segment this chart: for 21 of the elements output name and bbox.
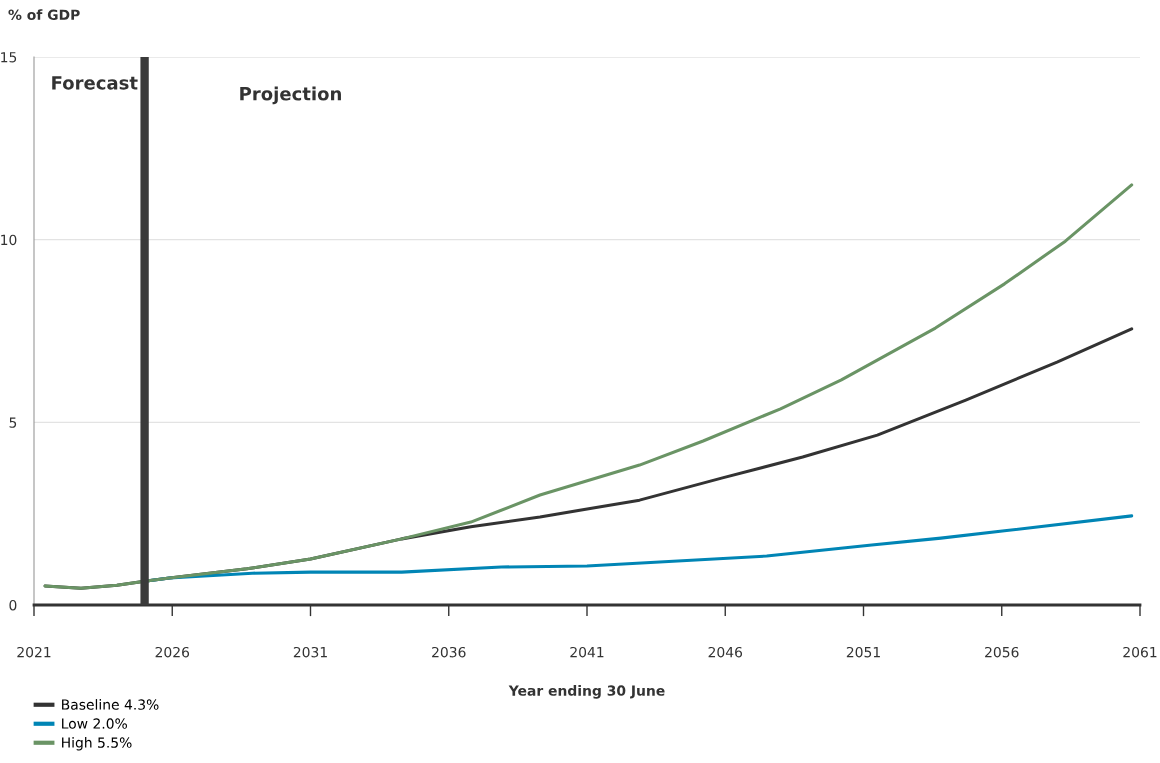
x-tick-label: 2041 xyxy=(570,646,604,658)
line-series xyxy=(43,183,1134,590)
annotation: Forecast xyxy=(52,76,138,90)
y-tick-label: 15 xyxy=(1,52,17,63)
x-tick-label: 2031 xyxy=(293,646,327,658)
x-tick-label: 2046 xyxy=(708,646,743,658)
y-tick-label: 0 xyxy=(9,599,17,611)
legend-label: Baseline 4.3% xyxy=(62,699,159,710)
annotation: Projection xyxy=(240,86,341,105)
x-tick-label: 2026 xyxy=(155,646,190,658)
y-axis-title: % of GDP xyxy=(8,9,80,21)
y-tick-label: 10 xyxy=(1,234,17,246)
y-tick-label: 5 xyxy=(9,417,17,428)
x-tick-label: 2051 xyxy=(846,646,880,658)
x-tick-label: 2056 xyxy=(985,646,1019,658)
x-tick-label: 2061 xyxy=(1123,646,1157,658)
legend-label: High 5.5% xyxy=(62,737,132,751)
x-tick-label: 2036 xyxy=(432,646,466,658)
x-tick-label: 2021 xyxy=(17,646,51,658)
legend-label: Low 2.0% xyxy=(62,718,127,729)
x-axis-title: Year ending 30 June xyxy=(508,685,665,699)
